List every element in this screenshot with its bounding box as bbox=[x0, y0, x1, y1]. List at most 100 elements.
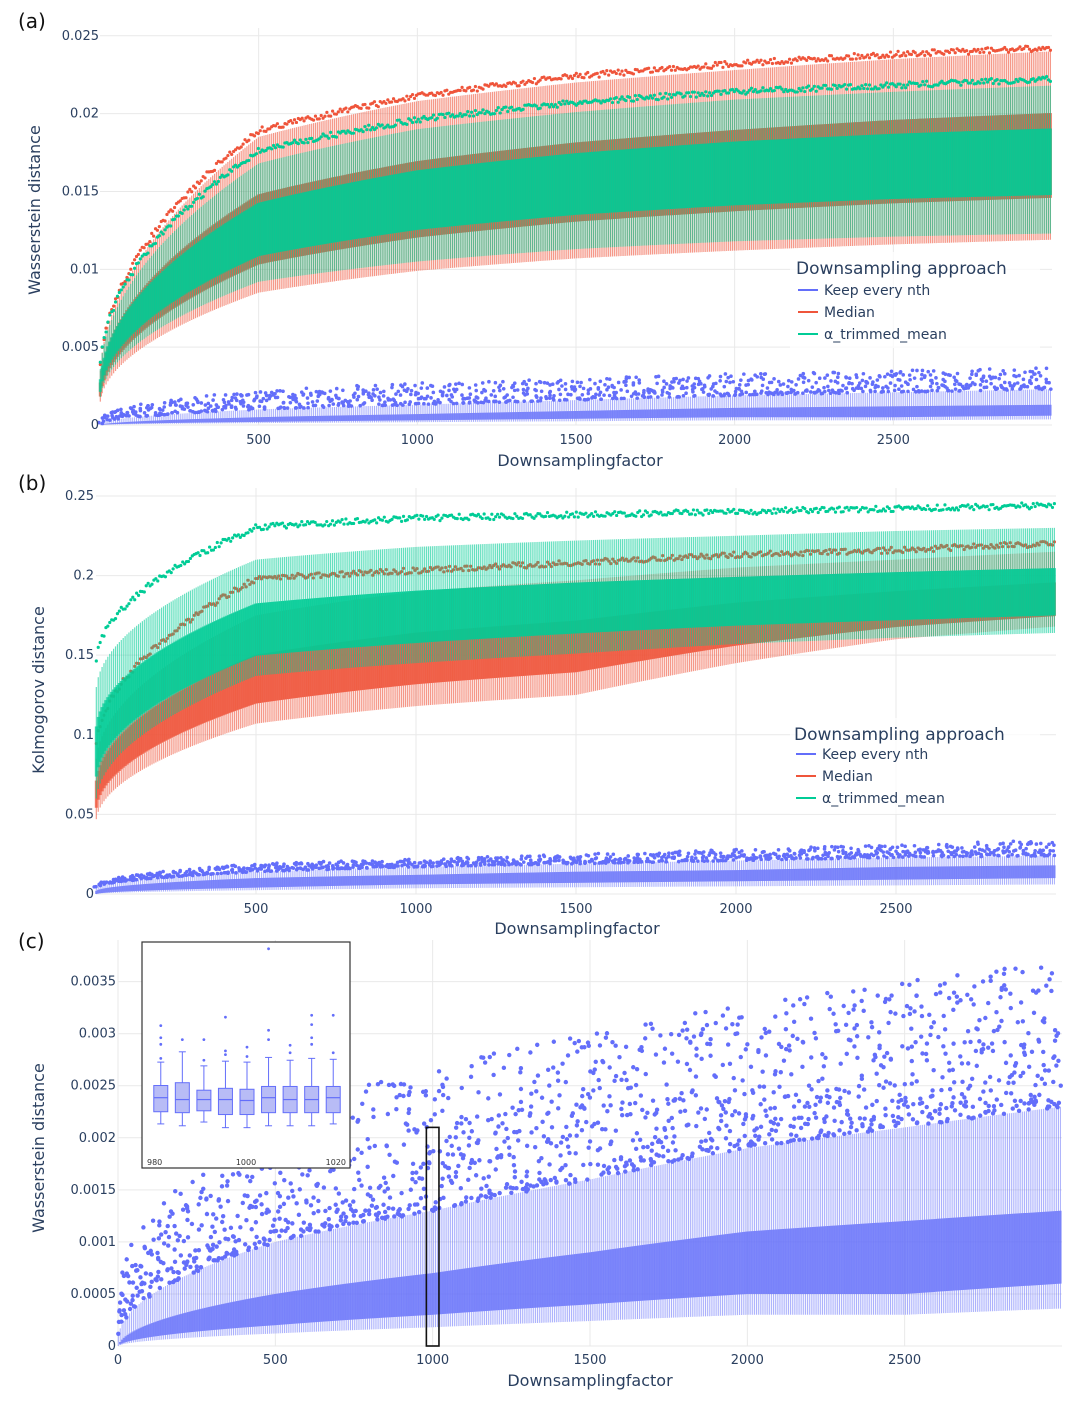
panel-a-outlier-point bbox=[921, 80, 925, 84]
panel-a-outlier-point bbox=[652, 93, 656, 97]
panel-a-outlier-point bbox=[346, 110, 350, 114]
panel-a-outlier-point bbox=[373, 383, 378, 388]
panel-a-outlier-point bbox=[603, 72, 607, 76]
panel-a-outlier-point bbox=[624, 383, 628, 388]
panel-a-outlier-point bbox=[104, 326, 108, 330]
panel-a-outlier-point bbox=[856, 53, 860, 57]
panel-a-outlier-point bbox=[867, 56, 872, 60]
panel-a-outlier-point bbox=[729, 374, 733, 379]
panel-a-outlier-point bbox=[223, 393, 228, 397]
panel-a-outlier-point bbox=[294, 120, 299, 125]
panel-a-outlier-point bbox=[509, 105, 514, 109]
panel-a-outlier-point bbox=[291, 141, 295, 145]
panel-a-outlier-point bbox=[370, 398, 374, 403]
panel-a-outlier-point bbox=[852, 51, 856, 56]
panel-a-outlier-point bbox=[206, 406, 211, 411]
panel-a-outlier-point bbox=[931, 369, 936, 373]
panel-a-outlier-point bbox=[724, 379, 729, 384]
panel-a-outlier-point bbox=[713, 60, 717, 65]
panel-a-outlier-point bbox=[176, 398, 181, 403]
panel-a-outlier-point bbox=[454, 382, 458, 386]
panel-a-outlier-point bbox=[864, 83, 868, 87]
panel-a-outlier-point bbox=[739, 378, 743, 382]
panel-a-outlier-point bbox=[480, 390, 484, 395]
panel-a-outlier-point bbox=[985, 46, 990, 50]
panel-a-outlier-point bbox=[761, 377, 766, 382]
panel-a-outlier-point bbox=[127, 414, 131, 418]
panel-a-outlier-point bbox=[403, 382, 407, 386]
panel-a-outlier-point bbox=[1027, 80, 1032, 84]
panel-a-outlier-point bbox=[760, 383, 765, 388]
panel-a-outlier-point bbox=[399, 383, 403, 387]
panel-a-outlier-point bbox=[474, 388, 479, 393]
panel-a-outlier-point bbox=[904, 54, 908, 58]
panel-a-outlier-point bbox=[348, 403, 352, 408]
panel-a-outlier-point bbox=[336, 110, 340, 114]
panel-a-outlier-point bbox=[911, 387, 916, 392]
panel-a-outlier-point bbox=[669, 95, 674, 100]
panel-a-outlier-point bbox=[320, 404, 325, 408]
panel-a-outlier-point bbox=[212, 168, 217, 173]
panel-a-outlier-point bbox=[726, 375, 730, 380]
panel-a-outlier-point bbox=[483, 389, 488, 393]
panel-a-outlier-point bbox=[792, 388, 796, 393]
panel-a-outlier-point bbox=[473, 108, 478, 113]
panel-a-outlier-point bbox=[532, 76, 537, 81]
panel-a-outlier-point bbox=[624, 379, 628, 384]
panel-a-outlier-point bbox=[340, 400, 344, 404]
panel-a-outlier-point bbox=[889, 369, 894, 374]
panel-a-outlier-point bbox=[558, 392, 563, 397]
panel-a-outlier-point bbox=[362, 401, 367, 405]
panel-a-outlier-point bbox=[560, 384, 564, 388]
panel-a-outlier-point bbox=[515, 399, 519, 404]
panel-a-outlier-point bbox=[396, 389, 401, 394]
panel-a-outlier-point bbox=[412, 116, 417, 120]
panel-a-outlier-point bbox=[480, 381, 485, 385]
panel-a-outlier-point bbox=[627, 375, 631, 380]
panel-a-outlier-point bbox=[894, 371, 899, 376]
panel-a-outlier-point bbox=[599, 397, 603, 401]
panel-a-outlier-point bbox=[867, 83, 872, 87]
panel-a-outlier-point bbox=[344, 106, 348, 110]
panel-a-outlier-point bbox=[619, 388, 623, 392]
panel-a-outlier-point bbox=[822, 389, 827, 394]
panel-a-outlier-point bbox=[846, 54, 851, 58]
panel-a-outlier-point bbox=[410, 120, 415, 125]
panel-a-outlier-point bbox=[262, 405, 267, 409]
panel-a-outlier-point bbox=[900, 53, 904, 58]
panel-a-outlier-point bbox=[897, 387, 901, 392]
panel-a-outlier-point bbox=[442, 385, 447, 389]
panel-a-outlier-point bbox=[769, 380, 774, 385]
panel-a-outlier-point bbox=[795, 90, 799, 94]
panel-a-outlier-point bbox=[190, 204, 194, 208]
panel-a-outlier-point bbox=[142, 410, 147, 415]
panel-a-outlier-point bbox=[692, 90, 696, 94]
panel-a-outlier-point bbox=[395, 403, 399, 408]
panel-a-outlier-point bbox=[719, 92, 723, 96]
panel-a-outlier-point bbox=[1046, 45, 1051, 50]
panel-a-outlier-point bbox=[662, 385, 666, 390]
panel-a-outlier-point bbox=[572, 388, 577, 393]
panel-a-outlier-point bbox=[498, 383, 503, 388]
panel-a-outlier-point bbox=[951, 48, 955, 52]
panel-a-outlier-point bbox=[355, 383, 359, 388]
panel-a-outlier-point bbox=[555, 381, 560, 385]
panel-a-outlier-point bbox=[170, 400, 174, 405]
panel-a-outlier-point bbox=[136, 252, 140, 257]
panel-a-outlier-point bbox=[861, 389, 865, 394]
panel-a-outlier-point bbox=[1005, 388, 1009, 392]
panel-a-outlier-point bbox=[393, 123, 398, 127]
panel-a-outlier-point bbox=[968, 81, 973, 85]
panel-a-outlier-point bbox=[837, 391, 841, 396]
panel-a-outlier-point bbox=[473, 84, 478, 89]
panel-a-outlier-point bbox=[671, 386, 675, 390]
panel-a-outlier-point bbox=[443, 115, 447, 120]
panel-a-outlier-point bbox=[945, 386, 949, 390]
panel-a-outlier-point bbox=[915, 368, 919, 373]
panel-a-outlier-point bbox=[117, 290, 121, 295]
panel-a-outlier-point bbox=[594, 392, 598, 397]
panel-a-outlier-point bbox=[681, 386, 686, 391]
panel-a-outlier-point bbox=[229, 398, 234, 403]
panel-a-outlier-point bbox=[830, 388, 835, 392]
panel-a-outlier-point bbox=[618, 72, 622, 76]
